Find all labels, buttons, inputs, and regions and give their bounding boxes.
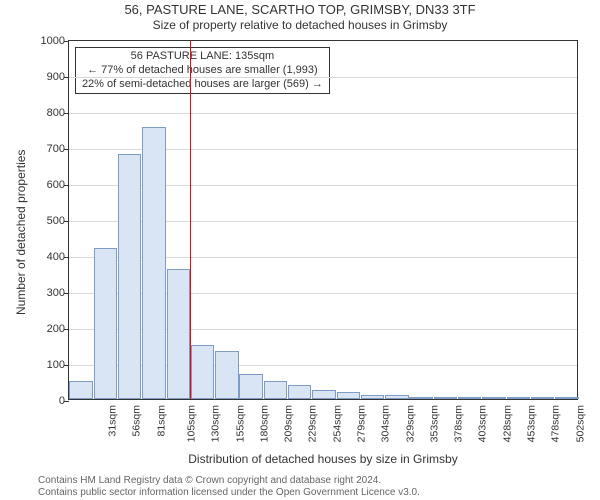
gridline [69, 77, 577, 78]
x-tick-label: 209sqm [283, 405, 295, 442]
x-tick-label: 478sqm [550, 405, 562, 442]
histogram-bar [191, 345, 214, 399]
histogram-bar [385, 395, 408, 399]
histogram-bar [361, 395, 384, 399]
histogram-bar [434, 397, 457, 399]
gridline [69, 113, 577, 114]
histogram-bar [555, 397, 578, 399]
histogram-bar [215, 351, 238, 399]
x-tick-label: 502sqm [574, 405, 586, 442]
histogram-bar [288, 385, 311, 399]
x-tick-label: 428sqm [501, 405, 513, 442]
x-tick-label: 31sqm [107, 405, 119, 437]
x-tick-label: 81sqm [155, 405, 167, 437]
footer-line: Contains public sector information licen… [38, 487, 600, 499]
figure: 56, PASTURE LANE, SCARTHO TOP, GRIMSBY, … [0, 0, 600, 500]
histogram-bar [337, 392, 360, 399]
x-tick-label: 304sqm [380, 405, 392, 442]
x-tick-label: 453sqm [525, 405, 537, 442]
y-tick-label: 800 [47, 107, 65, 119]
x-tick-label: 279sqm [355, 405, 367, 442]
callout-line: 56 PASTURE LANE: 135sqm [82, 50, 323, 64]
y-axis-title: Number of detached properties [14, 150, 28, 315]
x-tick-label: 105sqm [185, 405, 197, 442]
footer: Contains HM Land Registry data © Crown c… [0, 475, 600, 498]
callout-line: ← 77% of detached houses are smaller (1,… [82, 64, 323, 78]
x-tick-label: 229sqm [307, 405, 319, 442]
histogram-bar [118, 154, 141, 399]
histogram-bar [142, 127, 165, 399]
y-tick-label: 0 [59, 395, 65, 407]
histogram-bar [409, 397, 432, 399]
y-tick-label: 500 [47, 215, 65, 227]
chart-title: 56, PASTURE LANE, SCARTHO TOP, GRIMSBY, … [0, 0, 600, 18]
histogram-bar [312, 390, 335, 399]
x-tick-label: 130sqm [210, 405, 222, 442]
x-tick-label: 254sqm [331, 405, 343, 442]
x-tick-label: 155sqm [234, 405, 246, 442]
reference-line [190, 41, 191, 399]
histogram-bar [458, 397, 481, 399]
x-tick-label: 378sqm [453, 405, 465, 442]
reference-callout: 56 PASTURE LANE: 135sqm ← 77% of detache… [75, 47, 330, 94]
x-tick-label: 403sqm [477, 405, 489, 442]
histogram-bar [69, 381, 92, 399]
footer-line: Contains HM Land Registry data © Crown c… [38, 475, 600, 487]
histogram-bar [94, 248, 117, 399]
x-axis-title: Distribution of detached houses by size … [68, 452, 578, 466]
x-tick-label: 353sqm [428, 405, 440, 442]
y-tick-label: 700 [47, 143, 65, 155]
histogram-bar [167, 269, 190, 399]
y-tick-label: 300 [47, 287, 65, 299]
chart-subtitle: Size of property relative to detached ho… [0, 18, 600, 32]
x-tick-label: 56sqm [131, 405, 143, 437]
histogram-bar [482, 397, 505, 399]
y-tick-label: 1000 [41, 35, 65, 47]
x-tick-label: 329sqm [404, 405, 416, 442]
callout-line: 22% of semi-detached houses are larger (… [82, 78, 323, 92]
y-tick-label: 900 [47, 71, 65, 83]
y-tick-label: 400 [47, 251, 65, 263]
y-tick-label: 600 [47, 179, 65, 191]
y-tick-label: 100 [47, 359, 65, 371]
y-tick-label: 200 [47, 323, 65, 335]
plot-area: 56 PASTURE LANE: 135sqm ← 77% of detache… [68, 40, 578, 400]
histogram-bar [507, 397, 530, 399]
x-tick-label: 180sqm [258, 405, 270, 442]
histogram-bar [531, 397, 554, 399]
histogram-bar [239, 374, 262, 399]
histogram-bar [264, 381, 287, 399]
